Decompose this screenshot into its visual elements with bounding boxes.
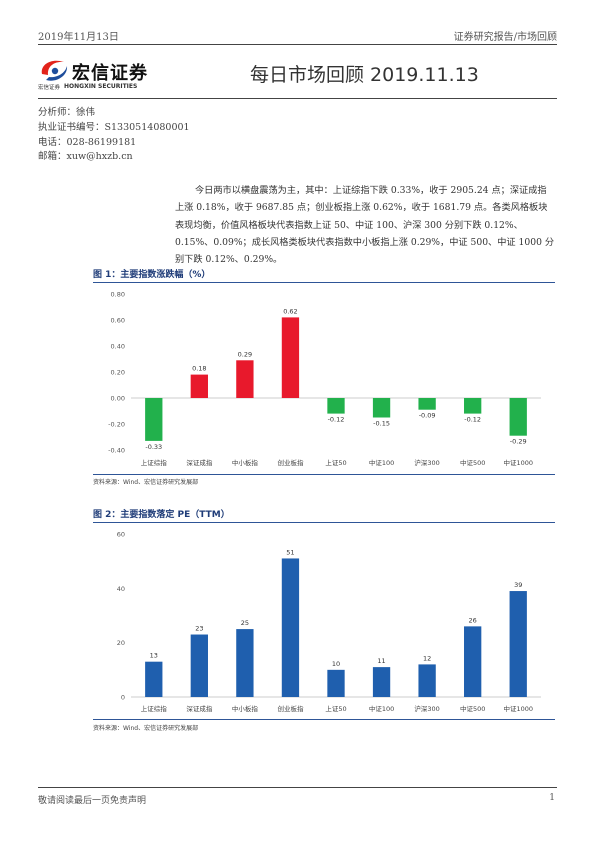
chart-bar <box>190 634 208 697</box>
data-label: 0.18 <box>192 365 206 373</box>
data-label: -0.33 <box>145 443 162 451</box>
analyst-name: 分析师：徐伟 <box>38 107 96 118</box>
report-category: 证券研究报告/市场回顾 <box>453 32 557 43</box>
figure1-source: 资料来源：Wind、宏信证券研究发展部 <box>93 479 199 486</box>
y-tick-label: -0.40 <box>108 447 125 455</box>
x-tick-label: 上证50 <box>325 704 346 713</box>
figure2-bottom-rule <box>93 719 555 720</box>
summary-paragraph: 今日两市以横盘震荡为主，其中：上证综指下跌 0.33%，收于 2905.24 点… <box>175 185 555 266</box>
index-pe-chart: 60 40 20 0 13 上证综指 23 深证成指 25 中小板指 51 创业板指 10 上证50 11 中… <box>117 531 541 713</box>
report-date: 2019年11月13日 <box>38 32 119 43</box>
chart-bar <box>327 398 345 414</box>
x-tick-label: 中证500 <box>460 704 485 713</box>
page-number: 1 <box>549 793 555 803</box>
footer-divider <box>38 787 557 788</box>
chart-bar <box>145 661 163 697</box>
x-tick-label: 中证1000 <box>503 458 533 467</box>
chart-bar <box>145 398 163 441</box>
company-logo: 宏信证券 宏信证券 HONGXIN SECURITIES <box>38 56 163 94</box>
figure1-rule <box>93 282 555 283</box>
market-summary: 今日两市以横盘震荡为主，其中：上证综指下跌 0.33%，收于 2905.24 点… <box>175 182 555 268</box>
chart-bar <box>509 398 527 436</box>
logo-mark-icon <box>41 60 68 81</box>
chart-bar <box>464 398 482 414</box>
y-tick-label: -0.20 <box>108 421 125 429</box>
data-label: -0.09 <box>419 412 436 420</box>
y-tick-label: 0.20 <box>111 369 125 377</box>
x-tick-label: 创业板指 <box>277 458 304 467</box>
x-tick-label: 深证成指 <box>186 458 213 467</box>
title-divider <box>38 98 557 99</box>
data-label: 0.29 <box>238 350 252 358</box>
chart-bar <box>281 558 300 697</box>
page-title: 每日市场回顾 2019.11.13 <box>250 64 479 86</box>
data-label: 12 <box>423 654 431 662</box>
disclaimer-note: 敬请阅读最后一页免责声明 <box>38 796 147 806</box>
figure2-rule <box>93 522 555 523</box>
data-label: -0.12 <box>328 416 345 424</box>
chart-bar <box>372 398 391 418</box>
data-label: 39 <box>514 581 522 589</box>
y-tick-label: 40 <box>117 585 125 593</box>
y-tick-label: 0 <box>121 694 125 702</box>
y-tick-label: 0.00 <box>111 395 125 403</box>
data-label: 25 <box>241 619 249 627</box>
y-tick-label: 20 <box>117 639 125 647</box>
chart-bar <box>281 317 300 398</box>
x-tick-label: 中证100 <box>369 704 394 713</box>
x-tick-label: 中小板指 <box>232 704 259 713</box>
chart-bar <box>190 374 208 398</box>
index-change-chart: 0.80 0.60 0.40 0.20 0.00 -0.20 -0.40 -0.33 上证综指 0… <box>108 291 541 467</box>
x-tick-label: 沪深300 <box>414 704 439 713</box>
header-divider <box>38 44 557 45</box>
logo-name-en: HONGXIN SECURITIES <box>64 83 138 90</box>
data-label: 13 <box>150 652 158 660</box>
x-tick-label: 上证综指 <box>141 458 168 467</box>
analyst-phone: 电话：028-86199181 <box>38 137 137 148</box>
x-tick-label: 中证100 <box>369 458 394 467</box>
data-label: 0.62 <box>283 307 297 315</box>
x-tick-label: 中小板指 <box>232 458 259 467</box>
data-label: 51 <box>286 548 294 556</box>
logo-small-cn: 宏信证券 <box>38 85 61 91</box>
x-tick-label: 中证1000 <box>503 704 533 713</box>
y-tick-label: 0.40 <box>111 343 125 351</box>
figure2-source: 资料来源：Wind、宏信证券研究发展部 <box>93 725 199 732</box>
figure1-bottom-rule <box>93 474 555 475</box>
chart-bar <box>509 591 527 697</box>
x-tick-label: 沪深300 <box>414 458 439 467</box>
data-label: -0.29 <box>510 438 527 446</box>
data-label: -0.12 <box>464 416 481 424</box>
analyst-email: 邮箱：xuw@hxzb.cn <box>38 151 133 162</box>
x-tick-label: 中证500 <box>460 458 485 467</box>
y-tick-label: 0.60 <box>111 317 125 325</box>
data-label: 26 <box>469 616 477 624</box>
x-tick-label: 上证综指 <box>141 704 168 713</box>
x-tick-label: 创业板指 <box>277 704 304 713</box>
chart-bar <box>418 664 436 697</box>
chart-bar <box>418 398 436 410</box>
figure2-title: 图 2：主要指数落定 PE（TTM） <box>93 510 230 520</box>
chart-bar <box>236 629 254 697</box>
y-tick-label: 60 <box>117 531 125 539</box>
data-label: 11 <box>377 657 385 665</box>
chart-bar <box>236 360 254 398</box>
analyst-license: 执业证书编号：S1330514080001 <box>38 122 190 133</box>
data-label: 10 <box>332 660 340 668</box>
chart-bar <box>464 626 482 697</box>
data-label: -0.15 <box>373 420 390 428</box>
logo-name-cn: 宏信证券 <box>72 63 148 84</box>
y-tick-label: 0.80 <box>111 291 125 299</box>
figure1-title: 图 1：主要指数涨跌幅（%） <box>93 270 211 280</box>
x-tick-label: 上证50 <box>325 458 346 467</box>
x-tick-label: 深证成指 <box>186 704 213 713</box>
data-label: 23 <box>195 625 203 633</box>
chart-bar <box>327 669 345 697</box>
chart-bar <box>372 667 391 697</box>
